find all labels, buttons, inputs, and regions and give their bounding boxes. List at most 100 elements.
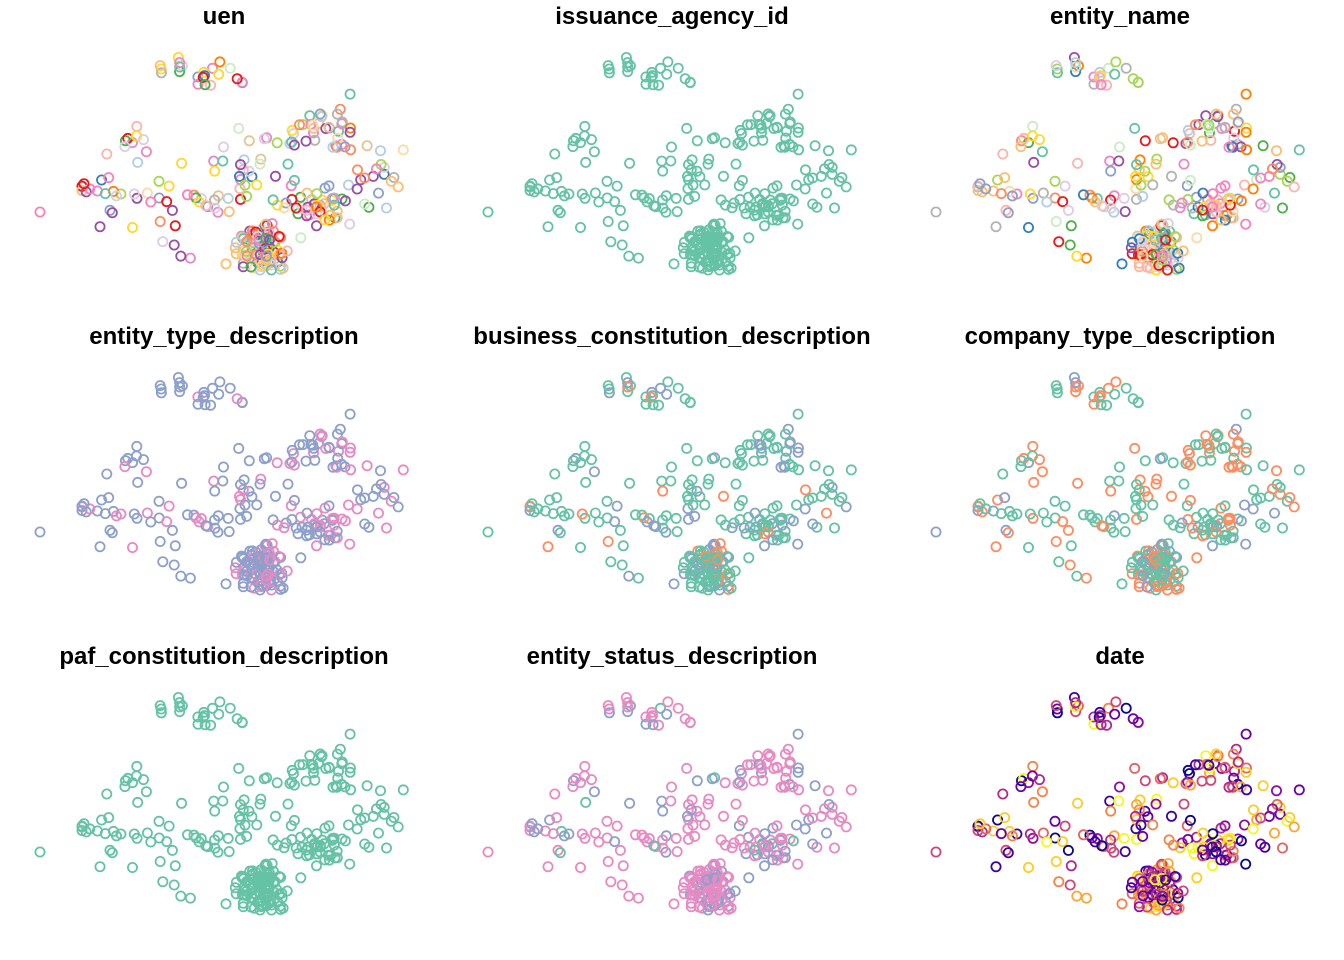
scatter-point — [712, 554, 724, 566]
scatter-point — [273, 870, 285, 882]
scatter-point — [1150, 798, 1162, 810]
scatter-point — [1070, 381, 1082, 393]
scatter-point — [266, 858, 278, 870]
scatter-point — [715, 514, 727, 526]
scatter-point — [997, 148, 1009, 160]
scatter-point — [602, 380, 614, 392]
scatter-point — [120, 455, 132, 467]
scatter-point — [1110, 696, 1122, 708]
scatter-point — [1057, 836, 1069, 848]
scatter-point — [181, 829, 193, 841]
scatter-point — [1057, 196, 1069, 208]
scatter-point — [372, 827, 384, 839]
scatter-point — [1049, 175, 1061, 187]
scatter-point — [1156, 890, 1168, 902]
scatter-point — [687, 564, 699, 576]
scatter-point — [654, 62, 666, 74]
scatter-point — [1070, 57, 1082, 69]
scatter-point — [1182, 456, 1194, 468]
scatter-point — [665, 141, 677, 153]
scatter-point — [241, 830, 253, 842]
scatter-point — [1126, 888, 1138, 900]
scatter-point — [689, 890, 701, 902]
scatter-point — [609, 516, 621, 528]
scatter-point — [603, 387, 615, 399]
scatter-point — [790, 819, 802, 831]
scatter-point — [197, 391, 209, 403]
scatter-point — [1177, 565, 1189, 577]
scatter-point — [241, 235, 253, 247]
scatter-point — [736, 174, 748, 186]
panel-entity-status-description: entity_status_description — [448, 640, 896, 960]
scatter-point — [1182, 833, 1194, 845]
scatter-point — [602, 60, 614, 72]
scatter-point — [1095, 399, 1107, 411]
scatter-point — [689, 875, 701, 887]
scatter-point — [1149, 874, 1161, 886]
scatter-point — [775, 461, 787, 473]
scatter-point — [323, 121, 335, 133]
scatter-point — [734, 456, 746, 468]
scatter-point — [1206, 540, 1218, 552]
scatter-point — [345, 464, 357, 476]
scatter-point — [614, 524, 626, 536]
scatter-point — [1027, 440, 1039, 452]
scatter-point — [717, 810, 729, 822]
scatter-point — [246, 171, 258, 183]
scatter-point — [482, 846, 494, 858]
scatter-point — [1241, 144, 1253, 156]
scatter-point — [1247, 804, 1259, 816]
scatter-point — [359, 838, 371, 850]
scatter-point — [974, 818, 986, 830]
scatter-point — [1015, 781, 1027, 793]
scatter-point — [288, 139, 300, 151]
scatter-point — [241, 875, 253, 887]
scatter-point — [743, 872, 755, 884]
scatter-point — [685, 901, 697, 913]
scatter-point — [380, 522, 392, 534]
scatter-point — [1162, 538, 1174, 550]
scatter-point — [647, 719, 659, 731]
scatter-point — [1028, 476, 1040, 488]
scatter-point — [624, 477, 636, 489]
scatter-point — [351, 804, 363, 816]
scatter-point — [359, 198, 371, 210]
scatter-point — [1104, 475, 1116, 487]
scatter-point — [137, 454, 149, 466]
scatter-point — [1093, 71, 1105, 83]
scatter-point — [1247, 823, 1259, 835]
scatter-point — [640, 78, 652, 90]
scatter-point — [999, 492, 1011, 504]
scatter-point — [220, 258, 232, 270]
scatter-point — [241, 555, 253, 567]
scatter-point — [281, 245, 293, 257]
scatter-point — [1153, 259, 1165, 271]
scatter-point — [657, 194, 669, 206]
scatter-point — [552, 204, 564, 216]
scatter-point — [271, 457, 283, 469]
scatter-point — [1149, 554, 1161, 566]
scatter-point — [589, 827, 601, 839]
scatter-point — [1153, 899, 1165, 911]
scatter-point — [636, 189, 648, 201]
scatter-point — [1080, 252, 1092, 264]
scatter-point — [665, 795, 677, 807]
scatter-point — [331, 845, 343, 857]
scatter-point — [233, 810, 245, 822]
scatter-point — [729, 565, 741, 577]
scatter-point — [833, 815, 845, 827]
scatter-point — [1104, 795, 1116, 807]
scatter-point — [243, 135, 255, 147]
scatter-point — [1255, 172, 1267, 184]
scatter-point — [705, 579, 717, 591]
scatter-point — [176, 797, 188, 809]
scatter-point — [344, 442, 356, 454]
scatter-point — [101, 788, 113, 800]
scatter-point — [233, 170, 245, 182]
scatter-point — [1028, 796, 1040, 808]
scatter-point — [1238, 179, 1250, 191]
scatter-point — [736, 139, 748, 151]
scatter-point — [580, 156, 592, 168]
scatter-point — [327, 781, 339, 793]
scatter-point — [579, 760, 591, 772]
